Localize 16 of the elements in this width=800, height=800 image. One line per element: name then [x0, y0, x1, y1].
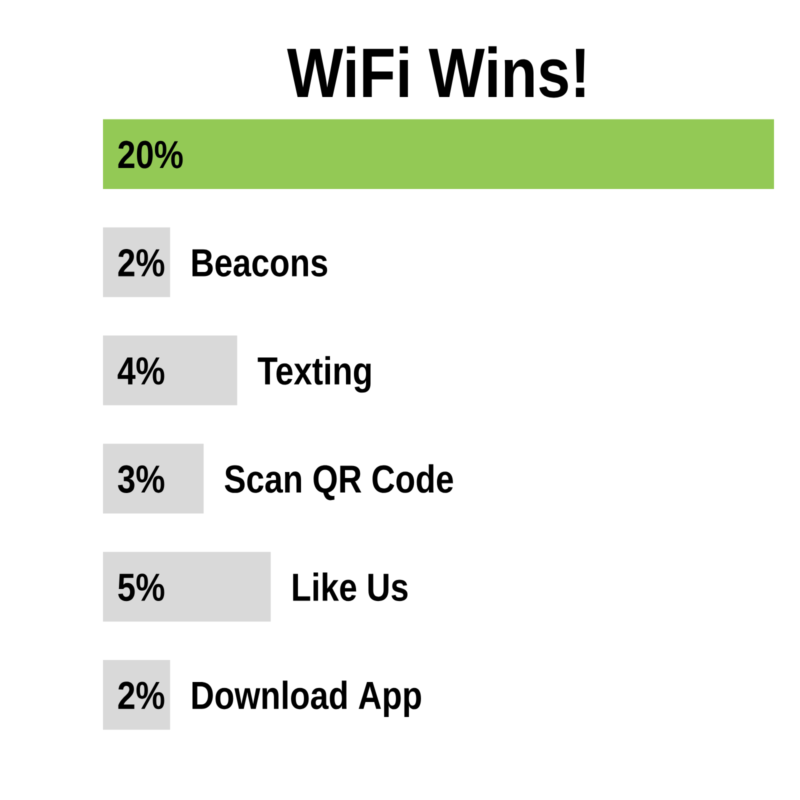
bar: [103, 552, 271, 622]
data-label: 5%: [118, 574, 164, 602]
data-label: 2%: [118, 248, 164, 277]
chart-title: WiFi Wins!: [287, 46, 584, 98]
data-label: 4%: [118, 357, 164, 385]
bar: [103, 336, 238, 406]
y-tick-label: Download App: [192, 680, 421, 717]
y-tick-label: Texting: [258, 356, 371, 393]
bar: [103, 444, 204, 514]
data-label: 2%: [118, 682, 164, 710]
y-tick-label: Scan QR Code: [224, 464, 453, 500]
y-tick-label: Like Us: [293, 572, 408, 602]
data-label: 3%: [118, 465, 164, 493]
bar: [103, 119, 774, 189]
y-tick-label: Beacons: [192, 249, 328, 277]
data-label: 20%: [118, 140, 183, 168]
